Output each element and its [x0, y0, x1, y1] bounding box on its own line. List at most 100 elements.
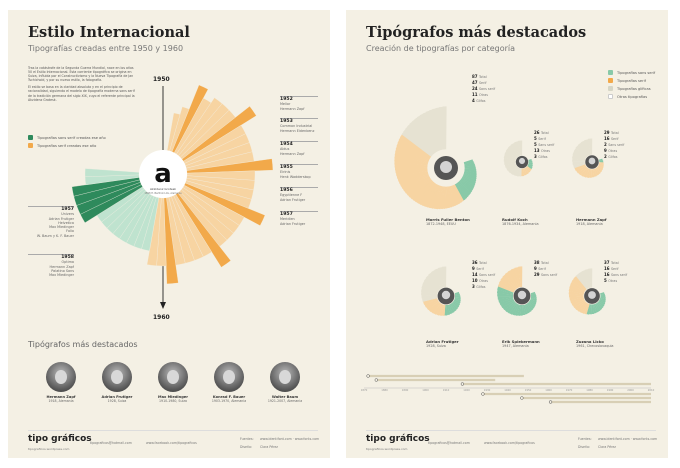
spiral-segment: [394, 151, 429, 164]
intro-paragraph-1: Tras la catástrofe de la Segunda Guerra …: [28, 66, 134, 83]
spiral-segment: [457, 181, 470, 197]
spiral-segment: [437, 267, 445, 288]
spiral-segment: [402, 175, 430, 192]
spiral-segment: [597, 300, 605, 307]
legend-sans-swatch: [28, 135, 33, 140]
intro-text: Tras la catástrofe de la Segunda Guerra …: [28, 66, 136, 105]
spiral-segment: [464, 169, 477, 173]
spiral-segment: [454, 293, 460, 296]
timeline-tick-label: 1970: [566, 388, 573, 392]
spiral-segment: [461, 176, 476, 186]
spiral-segment: [395, 145, 430, 162]
spiral-charts: 1870 1880 1890 1900 1910 1920 1930 1940 1950 1960…: [361, 106, 655, 404]
spiral-segment: [584, 139, 591, 156]
spiral-segment: [596, 166, 603, 173]
spiral-segment: [575, 273, 588, 290]
timeline-arrow: [160, 302, 166, 309]
spiral-segment: [461, 177, 475, 188]
spiral-segment: [395, 169, 428, 177]
tipograficos-logo: tipo gráficos tipograficos.wordpress.com: [366, 434, 430, 452]
timeline-chart: 1870 1880 1890 1900 1910 1920 1930 1940 1950 1960…: [361, 374, 655, 404]
spiral-label-benton: Morris Fuller Benton 1872-1948, EEUU: [426, 217, 470, 227]
spiral-segment: [517, 304, 522, 316]
spiral-segment: [510, 268, 520, 288]
spiral-segment: [522, 168, 527, 176]
spiral-segment: [451, 185, 461, 205]
spiral-segment: [583, 303, 590, 315]
spiral-segment: [428, 272, 442, 290]
spiral-segment: [527, 163, 533, 168]
spiral-count: 36 Total: [472, 260, 487, 265]
spiral-segment: [438, 304, 445, 316]
spiral-segment: [576, 301, 587, 312]
footer-web[interactable]: www.facebook.com/tipograficos: [484, 441, 535, 445]
spiral-segment: [419, 113, 439, 152]
spiral-segment: [573, 275, 587, 291]
spiral-count: 37 Total: [604, 260, 619, 265]
spiral-segment: [452, 301, 460, 309]
spiral-count: 16 Serif: [604, 266, 619, 271]
spiral-segment: [448, 303, 455, 314]
spiral-segment: [450, 303, 457, 312]
spiral-count: 9 Serif: [534, 266, 546, 271]
spiral-segment: [596, 302, 603, 311]
spiral-segment: [435, 107, 445, 150]
person-card: Max Miedinger 1910-1980, Suiza: [150, 362, 196, 403]
spiral-segment: [497, 296, 514, 300]
spiral-segment: [585, 168, 591, 178]
people-section-title: Tipógrafos más destacados: [28, 340, 138, 349]
spiral-segment: [453, 299, 461, 305]
spiral-count: 5 Otras: [604, 278, 618, 283]
entry-1953: 1953 Common Industrial Hermann Eidenbenz: [280, 118, 318, 133]
spiral-segment: [573, 148, 587, 159]
spiral-segment: [441, 304, 446, 316]
legend-other-swatch: [608, 94, 613, 99]
spiral-segment: [447, 186, 452, 208]
footer-mail[interactable]: tipograficos@hotmail.com: [90, 441, 132, 445]
spiral-segment: [594, 303, 599, 313]
spiral-segment: [431, 270, 443, 289]
spiral-segment: [577, 142, 589, 157]
footer: tipo gráficos tipograficos.wordpress.com …: [28, 430, 319, 451]
spiral-segment: [497, 282, 515, 293]
spiral-segment: [422, 281, 439, 293]
spiral-segment: [409, 179, 433, 200]
spiral-count: 16 Serif: [604, 136, 619, 141]
spiral-segment: [504, 271, 518, 289]
spiral-segment: [497, 286, 514, 294]
person-card: Hermann Zapf 1918, Alemania: [38, 362, 84, 403]
spiral-count: 4 Glifos: [472, 98, 486, 103]
spiral-segment: [453, 184, 464, 202]
spiral-segment: [422, 112, 440, 151]
spiral-segment: [574, 300, 586, 311]
spiral-segment: [405, 126, 434, 156]
spiral-segment: [425, 184, 439, 208]
spiral-segment: [511, 303, 519, 316]
timeline-tick-label: 1900: [422, 388, 429, 392]
spiral-segment: [581, 303, 589, 314]
spiral-segment: [454, 298, 461, 302]
spiral-segment: [447, 304, 453, 315]
spiral-segment: [463, 172, 477, 179]
person-card: Adrian Frutiger 1928, Suiza: [94, 362, 140, 403]
spiral-segment: [599, 162, 604, 165]
spiral-segment: [436, 303, 443, 316]
avatar-face: [588, 291, 596, 299]
entry-1957-left: 1957 Univers Adrian Frutiger Helvetica M…: [28, 206, 74, 238]
spiral-segment: [430, 302, 441, 314]
spiral-segment: [462, 174, 477, 183]
spiral-segment: [416, 115, 438, 152]
spiral-segment: [571, 278, 586, 292]
spiral-segment: [510, 142, 520, 157]
footer-mail[interactable]: tipograficos@hotmail.com: [428, 441, 470, 445]
footer-web[interactable]: www.facebook.com/tipograficos: [146, 441, 197, 445]
entry-1958: 1958 Optima Hermann Zapf Palatino Sans M…: [28, 254, 74, 277]
footer-sources: www.identifont.com · www.fonts.com: [598, 437, 658, 441]
spiral-segment: [588, 268, 593, 288]
spiral-segment: [527, 302, 535, 310]
year-start: 1950: [153, 76, 170, 83]
spiral-count: 5 Serif: [534, 136, 546, 141]
spiral-segment: [503, 154, 516, 161]
spiral-segment: [517, 140, 523, 156]
spiral-segment: [497, 292, 514, 297]
